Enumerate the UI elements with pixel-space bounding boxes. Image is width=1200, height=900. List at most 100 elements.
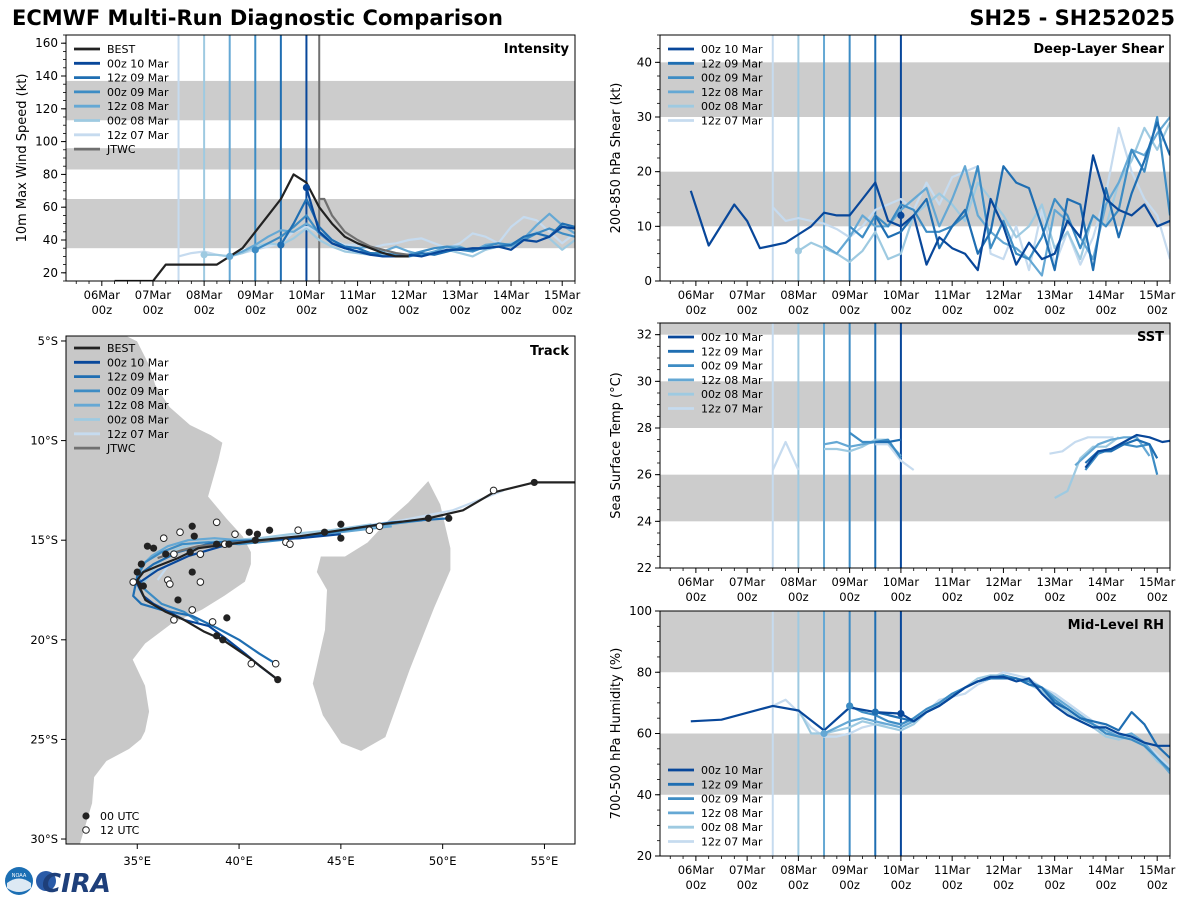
x-tick-date: 10Mar: [883, 288, 920, 302]
lon-tick-label: 35°E: [123, 854, 151, 868]
x-tick-hour: 00z: [1096, 878, 1117, 892]
y-tick-label: 80: [637, 665, 652, 679]
series-line-run4: [1054, 436, 1120, 499]
map-frame: [65, 335, 576, 845]
legend-marker-12utc: [82, 826, 90, 834]
x-tick-hour: 00z: [450, 303, 471, 317]
x-tick-date: 15Mar: [1139, 863, 1176, 877]
x-tick-date: 09Mar: [831, 863, 868, 877]
track-point-12utc: [208, 618, 217, 626]
track-point-12utc: [170, 550, 178, 558]
plot-area: [66, 35, 575, 281]
init-marker: [277, 241, 285, 249]
x-tick-date: 14Mar: [493, 288, 530, 302]
figure-title: ECMWF Multi-Run Diagnostic Comparison: [12, 6, 503, 30]
panel-title: SST: [1137, 330, 1164, 345]
series-line-run4: [824, 438, 889, 453]
legend-label: JTWC: [106, 442, 136, 455]
legend-label: 00 UTC: [100, 810, 140, 823]
track-point-00utc: [274, 676, 282, 684]
x-tick-date: 13Mar: [1037, 288, 1074, 302]
panel-title: Intensity: [504, 42, 570, 57]
y-axis-label: 10m Max Wind Speed (kt): [15, 74, 30, 243]
storm-id-title: SH25 - SH252025: [969, 6, 1175, 30]
track-point-00utc: [213, 632, 221, 640]
legend-label: 00z 09 Mar: [701, 360, 763, 373]
lat-tick-label: 30°S: [30, 832, 58, 846]
track-point-12utc: [375, 522, 384, 531]
legend-label: 12z 08 Mar: [107, 399, 169, 412]
x-tick-date: 08Mar: [780, 288, 817, 302]
x-tick-date: 15Mar: [1139, 575, 1176, 589]
legend-label: 12z 07 Mar: [107, 428, 169, 441]
init-marker: [871, 708, 879, 716]
track-point-12utc: [231, 530, 239, 539]
track-point-00utc: [133, 568, 141, 576]
lat-tick-label: 5°S: [38, 334, 58, 348]
track-point-00utc: [137, 560, 145, 568]
track-point-00utc: [162, 550, 170, 558]
y-tick-label: 100: [629, 604, 652, 618]
x-tick-date: 14Mar: [1088, 575, 1125, 589]
legend-label: 00z 10 Mar: [701, 331, 763, 344]
shaded-band: [660, 323, 1170, 335]
y-tick-label: 32: [637, 328, 652, 342]
legend-label: 12z 09 Mar: [107, 371, 169, 384]
track-line-run4: [136, 523, 372, 591]
init-marker: [897, 211, 905, 219]
lat-tick-label: 20°S: [30, 633, 58, 647]
x-tick-hour: 00z: [993, 878, 1014, 892]
intensity-panel: 2040608010012014016006Mar00z07Mar00z08Ma…: [15, 34, 581, 317]
legend-label: 00z 09 Mar: [701, 72, 763, 85]
track-point-12utc: [196, 550, 205, 558]
legend-label: 00z 10 Mar: [107, 356, 169, 369]
x-tick-hour: 00z: [1044, 878, 1065, 892]
axes-frame: [659, 322, 1171, 569]
plot-area: [660, 611, 1170, 856]
x-tick-hour: 00z: [737, 303, 758, 317]
x-tick-hour: 00z: [686, 303, 707, 317]
legend-label: 12z 09 Mar: [701, 778, 763, 791]
legend-marker-00utc: [82, 812, 90, 820]
track-line-best: [136, 481, 575, 681]
series-line-jtwc: [319, 197, 409, 256]
track-point-12utc: [159, 534, 168, 543]
legend-label: 00z 08 Mar: [701, 388, 763, 401]
series-line-run4: [797, 122, 1170, 263]
y-tick-label: 60: [43, 200, 58, 214]
x-tick-date: 13Mar: [442, 288, 479, 302]
x-tick-date: 12Mar: [985, 288, 1022, 302]
x-tick-date: 14Mar: [1088, 863, 1125, 877]
x-tick-hour: 00z: [1044, 303, 1065, 317]
track-point-00utc: [188, 568, 196, 576]
x-tick-date: 11Mar: [934, 863, 971, 877]
series-line-run0: [305, 187, 575, 258]
legend-label: 12z 08 Mar: [701, 86, 763, 99]
track-point-00utc: [424, 514, 433, 522]
track-point-00utc: [174, 596, 182, 604]
x-tick-hour: 00z: [839, 303, 860, 317]
x-tick-hour: 00z: [839, 590, 860, 604]
series-line-run3: [1074, 436, 1151, 467]
legend-label: BEST: [107, 342, 135, 355]
noaa-wave-icon: [7, 878, 31, 892]
legend-label: 00z 09 Mar: [107, 86, 169, 99]
x-tick-hour: 00z: [1147, 878, 1168, 892]
lat-tick-label: 10°S: [30, 434, 58, 448]
x-tick-date: 15Mar: [1139, 288, 1176, 302]
series-line-run0: [1084, 433, 1170, 469]
track-point-00utc: [530, 478, 538, 487]
x-tick-hour: 00z: [686, 590, 707, 604]
x-tick-date: 06Mar: [678, 575, 715, 589]
track-point-12utc: [489, 486, 498, 495]
y-tick-label: 20: [43, 266, 58, 280]
shaded-band: [66, 80, 575, 121]
legend-label: JTWC: [106, 143, 136, 156]
x-tick-date: 12Mar: [391, 288, 428, 302]
legend-label: 00z 08 Mar: [107, 115, 169, 128]
y-tick-label: 140: [35, 69, 58, 83]
x-tick-hour: 00z: [245, 303, 266, 317]
lon-tick-label: 55°E: [531, 854, 559, 868]
x-tick-hour: 00z: [501, 303, 522, 317]
x-tick-hour: 00z: [942, 303, 963, 317]
